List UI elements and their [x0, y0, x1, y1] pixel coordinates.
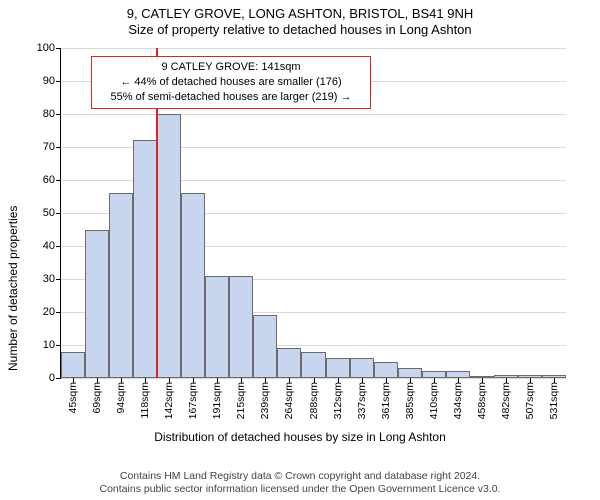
xtick-label: 482sqm	[500, 382, 512, 419]
xtick-label: 288sqm	[308, 382, 320, 419]
ytick-label: 30	[43, 273, 61, 285]
chart-area: Number of detached properties 0102030405…	[0, 42, 600, 437]
xtick-label: 458sqm	[476, 382, 488, 419]
histogram-bar	[61, 352, 85, 378]
ytick-label: 20	[43, 306, 61, 318]
xtick-label: 118sqm	[139, 382, 151, 419]
xtick-label: 94sqm	[115, 382, 127, 414]
xtick-label: 69sqm	[91, 382, 103, 414]
histogram-bar	[85, 230, 109, 379]
xtick-label: 45sqm	[67, 382, 79, 414]
xtick-label: 507sqm	[524, 382, 536, 419]
xtick-label: 264sqm	[283, 382, 295, 419]
xtick-label: 434sqm	[452, 382, 464, 419]
xtick-label: 215sqm	[235, 382, 247, 419]
xtick-label: 239sqm	[259, 382, 271, 419]
histogram-bar	[229, 276, 253, 378]
histogram-bar	[446, 371, 470, 378]
chart-title-line1: 9, CATLEY GROVE, LONG ASHTON, BRISTOL, B…	[0, 6, 600, 22]
xtick-label: 142sqm	[163, 382, 175, 419]
ytick-label: 70	[43, 141, 61, 153]
annotation-line: ← 44% of detached houses are smaller (17…	[100, 75, 362, 90]
xtick-label: 410sqm	[428, 382, 440, 419]
histogram-bar	[350, 358, 374, 378]
histogram-bar	[133, 140, 157, 378]
y-axis-title: Number of detached properties	[6, 205, 20, 370]
histogram-bar	[109, 193, 133, 378]
footer-line1: Contains HM Land Registry data © Crown c…	[0, 470, 600, 483]
gridline	[61, 48, 566, 49]
chart-title-block: 9, CATLEY GROVE, LONG ASHTON, BRISTOL, B…	[0, 0, 600, 39]
histogram-bar	[277, 348, 301, 378]
chart-title-line2: Size of property relative to detached ho…	[0, 22, 600, 38]
ytick-label: 80	[43, 108, 61, 120]
annotation-line: 9 CATLEY GROVE: 141sqm	[100, 60, 362, 75]
ytick-label: 90	[43, 75, 61, 87]
xtick-label: 191sqm	[211, 382, 223, 419]
plot-area: 010203040506070809010045sqm69sqm94sqm118…	[60, 48, 566, 379]
histogram-bar	[181, 193, 205, 378]
chart-footer: Contains HM Land Registry data © Crown c…	[0, 470, 600, 496]
histogram-bar	[422, 371, 446, 378]
ytick-label: 100	[37, 42, 61, 54]
annotation-box: 9 CATLEY GROVE: 141sqm← 44% of detached …	[91, 56, 371, 109]
xtick-label: 361sqm	[380, 382, 392, 419]
xtick-label: 337sqm	[356, 382, 368, 419]
ytick-label: 40	[43, 240, 61, 252]
xtick-label: 385sqm	[404, 382, 416, 419]
annotation-line: 55% of semi-detached houses are larger (…	[100, 90, 362, 105]
gridline	[61, 114, 566, 115]
histogram-bar	[157, 114, 181, 378]
footer-line2: Contains public sector information licen…	[0, 483, 600, 496]
histogram-bar	[301, 352, 325, 378]
histogram-bar	[326, 358, 350, 378]
ytick-label: 10	[43, 339, 61, 351]
ytick-label: 50	[43, 207, 61, 219]
x-axis-title: Distribution of detached houses by size …	[0, 430, 600, 444]
histogram-bar	[398, 368, 422, 378]
xtick-label: 312sqm	[332, 382, 344, 419]
ytick-label: 60	[43, 174, 61, 186]
histogram-bar	[253, 315, 277, 378]
xtick-label: 531sqm	[548, 382, 560, 419]
histogram-bar	[374, 362, 398, 379]
histogram-bar	[205, 276, 229, 378]
xtick-label: 167sqm	[187, 382, 199, 419]
ytick-label: 0	[49, 372, 61, 384]
